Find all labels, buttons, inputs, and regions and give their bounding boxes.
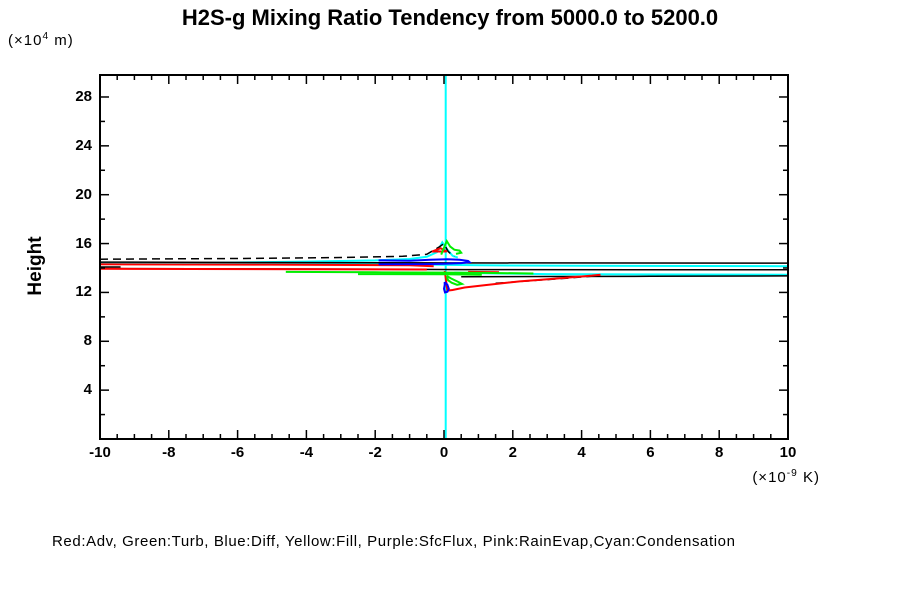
series-Diff-nose bbox=[378, 258, 472, 266]
y-tick-label: 12 bbox=[75, 283, 92, 301]
y-tick-label: 28 bbox=[75, 87, 92, 105]
series-total-dashed-upper bbox=[100, 242, 455, 260]
x-tick-label: -6 bbox=[230, 444, 245, 461]
x-tick-label: -4 bbox=[299, 444, 314, 461]
series-lines bbox=[100, 75, 788, 439]
x-tick-label: -8 bbox=[162, 444, 176, 461]
y-tick-label: 8 bbox=[83, 332, 92, 350]
y-axis-unit-label: (×104 m) bbox=[8, 31, 74, 49]
series-Adv-left-b bbox=[100, 267, 427, 271]
x-tick-label: 8 bbox=[715, 444, 724, 461]
series-total-c bbox=[461, 275, 788, 278]
series-Condensation-mid bbox=[100, 261, 788, 268]
x-tick-label: 2 bbox=[508, 444, 517, 461]
axis-ticks bbox=[99, 75, 789, 439]
x-axis-unit-label: (×10-9 K) bbox=[752, 468, 820, 486]
series-Turb-band-b bbox=[357, 273, 482, 276]
plot-border bbox=[99, 74, 789, 440]
series-total-a bbox=[100, 261, 788, 264]
series-Diff-lower-loop bbox=[442, 281, 450, 294]
x-tick-label: -10 bbox=[89, 444, 111, 461]
y-tick-label: 20 bbox=[75, 185, 92, 203]
series-Turb-lower-spike bbox=[445, 275, 465, 286]
x-tick-label: 0 bbox=[439, 444, 449, 461]
series-Turb-band-a bbox=[285, 270, 534, 275]
y-tick-label: 16 bbox=[75, 234, 92, 252]
y-tick-label: 4 bbox=[83, 381, 92, 399]
x-tick-label: 4 bbox=[577, 444, 586, 461]
y-tick-label: 24 bbox=[75, 136, 92, 154]
x-tick-label: 6 bbox=[646, 444, 655, 461]
x-tick-label: 10 bbox=[779, 444, 797, 461]
legend-text: Red:Adv, Green:Turb, Blue:Diff, Yellow:F… bbox=[52, 533, 736, 550]
series-Adv-left-a bbox=[100, 263, 434, 268]
x-tick-label: -2 bbox=[368, 444, 382, 461]
chart-title: H2S-g Mixing Ratio Tendency from 5000.0 … bbox=[181, 5, 719, 30]
series-Turb-peak bbox=[440, 238, 463, 255]
